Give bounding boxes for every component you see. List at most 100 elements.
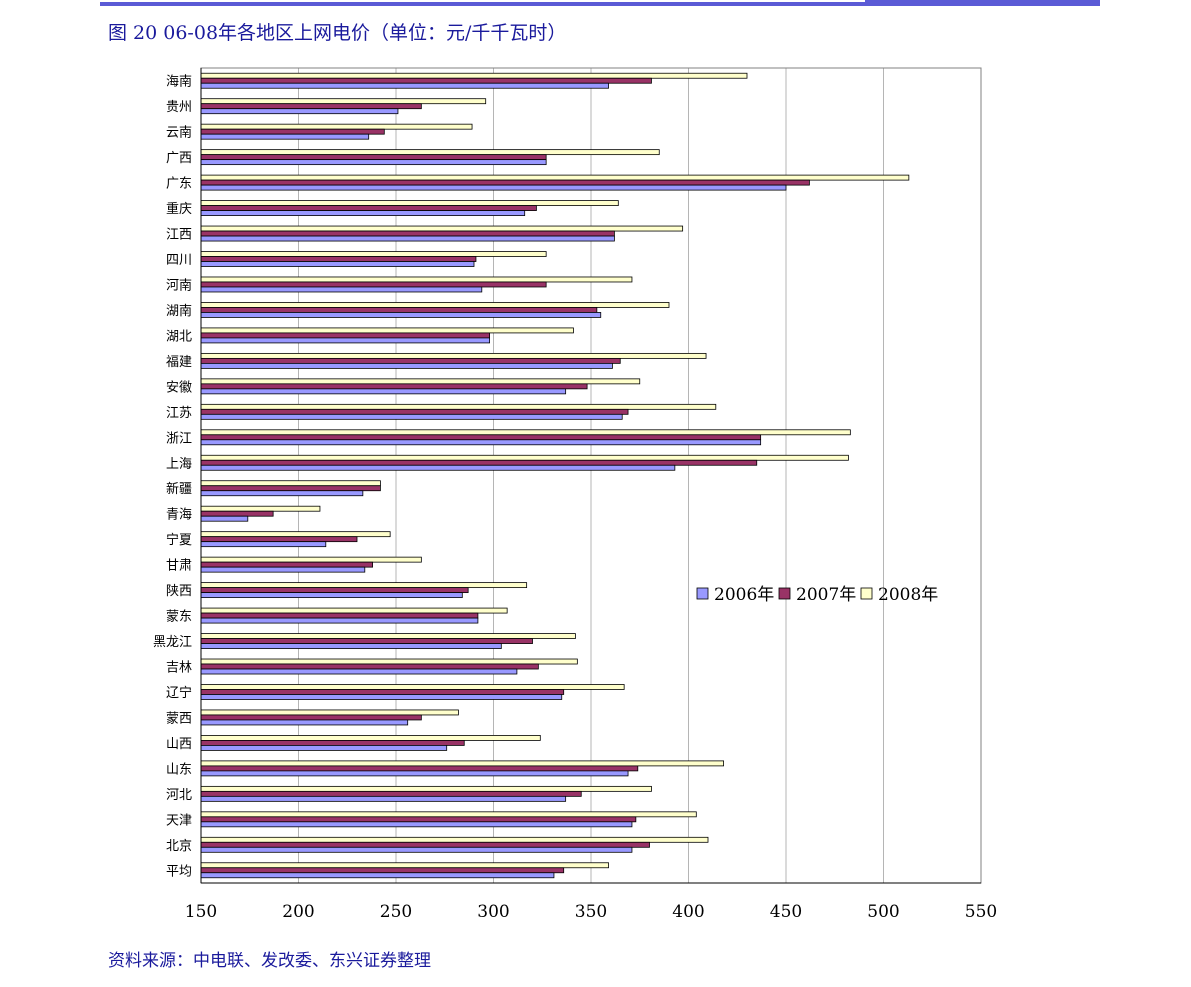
figure-source: 资料来源：中电联、发改委、东兴证券整理 [108, 951, 431, 971]
bar-17-series-1 [200, 510, 274, 517]
bar-19-series-0 [200, 566, 366, 573]
x-tick-label-300: 300 [477, 902, 509, 922]
bar-21-series-1 [200, 612, 479, 619]
bar-2-series-0 [200, 133, 370, 140]
bar-12-series-0 [200, 388, 567, 395]
bar-9-series-1 [200, 307, 598, 313]
bar-22-series-1 [200, 638, 533, 644]
category-label-19: 甘肃 [166, 559, 192, 574]
x-tick-label-200: 200 [282, 902, 314, 922]
x-tick-label-350: 350 [575, 902, 607, 922]
category-label-26: 山西 [166, 737, 192, 752]
category-label-22: 黑龙江 [153, 635, 192, 650]
bar-28-series-2 [200, 785, 652, 792]
bar-27-series-2 [200, 760, 724, 767]
bar-25-series-2 [200, 709, 459, 716]
bar-18-series-2 [200, 531, 391, 538]
bar-7-series-0 [200, 261, 475, 267]
bar-13-series-0 [200, 413, 623, 420]
category-label-15: 上海 [166, 457, 192, 472]
x-tick-label-450: 450 [770, 902, 802, 922]
bar-26-series-1 [200, 740, 465, 746]
bar-10-series-1 [200, 332, 491, 339]
bar-30-series-1 [200, 841, 650, 848]
bar-25-series-1 [200, 714, 422, 721]
bar-6-series-1 [200, 230, 615, 237]
bar-2-series-1 [200, 128, 385, 135]
category-label-24: 辽宁 [166, 685, 192, 701]
bar-23-series-1 [200, 663, 539, 670]
top-rule [100, 2, 1100, 6]
bar-29-series-0 [200, 821, 633, 828]
bar-7-series-2 [200, 251, 547, 257]
bar-11-series-1 [200, 357, 621, 364]
bar-5-series-0 [200, 210, 526, 216]
bar-31-series-0 [200, 872, 555, 879]
bar-0-series-2 [200, 72, 748, 79]
bar-3-series-1 [200, 154, 547, 161]
bar-12-series-2 [200, 378, 641, 385]
bar-19-series-2 [200, 556, 422, 563]
bar-2-series-2 [200, 123, 473, 130]
bar-8-series-2 [200, 276, 633, 283]
bar-16-series-1 [200, 485, 381, 492]
bar-15-series-0 [200, 464, 676, 471]
category-label-30: 北京 [166, 839, 192, 854]
category-label-10: 湖北 [166, 329, 192, 344]
bar-7-series-1 [200, 256, 477, 262]
bar-0-series-0 [200, 82, 609, 89]
category-label-11: 福建 [166, 355, 192, 370]
bar-29-series-1 [200, 816, 637, 823]
bar-6-series-0 [200, 235, 615, 242]
bar-18-series-1 [200, 536, 358, 543]
bar-25-series-0 [200, 719, 409, 726]
bar-22-series-0 [200, 643, 502, 649]
x-tick-label-550: 550 [965, 902, 997, 922]
bar-29-series-2 [200, 811, 697, 818]
bar-6-series-2 [200, 225, 684, 232]
category-label-12: 安徽 [166, 380, 192, 395]
bar-24-series-0 [200, 694, 563, 700]
category-label-2: 云南 [166, 125, 192, 141]
category-label-9: 湖南 [166, 303, 192, 319]
category-label-8: 河南 [166, 277, 192, 293]
legend-label-2: 2008年 [878, 585, 938, 605]
bar-10-series-2 [200, 327, 574, 334]
category-label-13: 江苏 [166, 405, 192, 421]
bar-24-series-2 [200, 684, 625, 690]
bar-4-series-0 [200, 184, 787, 191]
bar-16-series-0 [200, 490, 364, 497]
x-tick-label-150: 150 [185, 902, 217, 922]
category-label-1: 贵州 [166, 100, 192, 115]
bar-13-series-1 [200, 408, 629, 415]
legend-swatch-1 [778, 587, 791, 600]
bar-17-series-2 [200, 505, 321, 512]
bar-4-series-2 [200, 174, 910, 181]
category-label-18: 宁夏 [166, 532, 192, 548]
legend-label-1: 2007年 [796, 585, 856, 605]
bar-15-series-1 [200, 459, 758, 466]
bar-16-series-2 [200, 480, 381, 487]
bar-30-series-2 [200, 836, 709, 843]
bar-26-series-2 [200, 735, 541, 741]
bar-15-series-2 [200, 454, 849, 461]
bar-9-series-2 [200, 302, 670, 308]
category-label-23: 吉林 [166, 661, 192, 676]
figure-title: 图 20 06-08年各地区上网电价（单位：元/千千瓦时） [108, 22, 567, 44]
bar-30-series-0 [200, 846, 633, 853]
category-label-14: 浙江 [166, 431, 192, 446]
bar-10-series-0 [200, 337, 491, 344]
bar-27-series-1 [200, 765, 639, 772]
category-label-5: 重庆 [166, 201, 192, 217]
bar-14-series-2 [200, 429, 851, 436]
bar-27-series-0 [200, 770, 629, 777]
bar-1-series-1 [200, 103, 422, 110]
bar-14-series-1 [200, 434, 762, 441]
legend-label-0: 2006年 [714, 585, 774, 605]
legend-swatch-2 [860, 587, 873, 600]
category-label-7: 四川 [166, 253, 192, 268]
bar-12-series-1 [200, 383, 588, 390]
bar-31-series-1 [200, 867, 565, 874]
bar-4-series-1 [200, 179, 810, 186]
